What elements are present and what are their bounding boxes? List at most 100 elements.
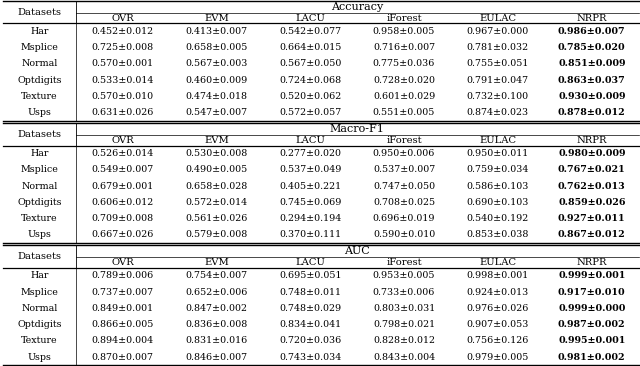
Text: 0.551±0.005: 0.551±0.005 bbox=[373, 108, 435, 117]
Text: EULAC: EULAC bbox=[479, 14, 516, 23]
Text: 0.586±0.103: 0.586±0.103 bbox=[467, 182, 529, 191]
Text: 0.667±0.026: 0.667±0.026 bbox=[92, 231, 154, 239]
Text: 0.658±0.005: 0.658±0.005 bbox=[185, 43, 248, 52]
Text: Normal: Normal bbox=[21, 182, 58, 191]
Text: 0.894±0.004: 0.894±0.004 bbox=[92, 336, 154, 346]
Text: 0.547±0.007: 0.547±0.007 bbox=[185, 108, 248, 117]
Text: 0.570±0.010: 0.570±0.010 bbox=[92, 92, 154, 101]
Text: 0.849±0.001: 0.849±0.001 bbox=[92, 304, 154, 313]
Text: EVM: EVM bbox=[204, 136, 228, 145]
Text: 0.967±0.000: 0.967±0.000 bbox=[467, 27, 529, 36]
Text: 0.561±0.026: 0.561±0.026 bbox=[185, 214, 248, 223]
Text: OVR: OVR bbox=[111, 258, 134, 267]
Text: OVR: OVR bbox=[111, 136, 134, 145]
Text: 0.294±0.194: 0.294±0.194 bbox=[279, 214, 341, 223]
Text: 0.846±0.007: 0.846±0.007 bbox=[185, 352, 248, 362]
Text: 0.853±0.038: 0.853±0.038 bbox=[467, 231, 529, 239]
Text: 0.664±0.015: 0.664±0.015 bbox=[279, 43, 341, 52]
Text: Normal: Normal bbox=[21, 304, 58, 313]
Text: 0.878±0.012: 0.878±0.012 bbox=[558, 108, 626, 117]
Text: 0.490±0.005: 0.490±0.005 bbox=[185, 165, 248, 175]
Text: Usps: Usps bbox=[28, 231, 51, 239]
Text: Texture: Texture bbox=[21, 336, 58, 346]
Text: 0.537±0.049: 0.537±0.049 bbox=[279, 165, 341, 175]
Text: 0.720±0.036: 0.720±0.036 bbox=[279, 336, 341, 346]
Text: 0.542±0.077: 0.542±0.077 bbox=[279, 27, 341, 36]
Text: Datasets: Datasets bbox=[17, 130, 61, 139]
Text: 0.690±0.103: 0.690±0.103 bbox=[467, 198, 529, 207]
Text: NRPR: NRPR bbox=[577, 14, 607, 23]
Text: 0.754±0.007: 0.754±0.007 bbox=[185, 271, 248, 280]
Text: 0.549±0.007: 0.549±0.007 bbox=[92, 165, 154, 175]
Text: Msplice: Msplice bbox=[20, 43, 58, 52]
Text: 0.460±0.009: 0.460±0.009 bbox=[185, 76, 248, 85]
Text: Macro-F1: Macro-F1 bbox=[330, 124, 385, 134]
Text: 0.979±0.005: 0.979±0.005 bbox=[467, 352, 529, 362]
Text: 0.803±0.031: 0.803±0.031 bbox=[373, 304, 435, 313]
Text: 0.748±0.029: 0.748±0.029 bbox=[279, 304, 341, 313]
Text: EULAC: EULAC bbox=[479, 258, 516, 267]
Text: Datasets: Datasets bbox=[17, 252, 61, 261]
Text: 0.537±0.007: 0.537±0.007 bbox=[373, 165, 435, 175]
Text: Msplice: Msplice bbox=[20, 288, 58, 296]
Text: iForest: iForest bbox=[387, 136, 422, 145]
Text: 0.413±0.007: 0.413±0.007 bbox=[185, 27, 248, 36]
Text: Normal: Normal bbox=[21, 59, 58, 68]
Text: 0.851±0.009: 0.851±0.009 bbox=[558, 59, 625, 68]
Text: LACU: LACU bbox=[295, 14, 325, 23]
Text: 0.867±0.012: 0.867±0.012 bbox=[558, 231, 626, 239]
Text: 0.843±0.004: 0.843±0.004 bbox=[373, 352, 435, 362]
Text: 0.405±0.221: 0.405±0.221 bbox=[279, 182, 341, 191]
Text: Har: Har bbox=[30, 271, 49, 280]
Text: 0.924±0.013: 0.924±0.013 bbox=[467, 288, 529, 296]
Text: 0.756±0.126: 0.756±0.126 bbox=[467, 336, 529, 346]
Text: NRPR: NRPR bbox=[577, 136, 607, 145]
Text: EULAC: EULAC bbox=[479, 136, 516, 145]
Text: 0.658±0.028: 0.658±0.028 bbox=[185, 182, 248, 191]
Text: 0.759±0.034: 0.759±0.034 bbox=[467, 165, 529, 175]
Text: 0.370±0.111: 0.370±0.111 bbox=[279, 231, 341, 239]
Text: 0.631±0.026: 0.631±0.026 bbox=[92, 108, 154, 117]
Text: 0.745±0.069: 0.745±0.069 bbox=[279, 198, 341, 207]
Text: 0.998±0.001: 0.998±0.001 bbox=[467, 271, 529, 280]
Text: 0.748±0.011: 0.748±0.011 bbox=[279, 288, 341, 296]
Text: 0.732±0.100: 0.732±0.100 bbox=[467, 92, 529, 101]
Text: 0.652±0.006: 0.652±0.006 bbox=[185, 288, 248, 296]
Text: 0.526±0.014: 0.526±0.014 bbox=[92, 149, 154, 158]
Text: 0.831±0.016: 0.831±0.016 bbox=[185, 336, 248, 346]
Text: Optdigits: Optdigits bbox=[17, 320, 61, 329]
Text: 0.540±0.192: 0.540±0.192 bbox=[467, 214, 529, 223]
Text: 0.767±0.021: 0.767±0.021 bbox=[558, 165, 626, 175]
Text: 0.980±0.009: 0.980±0.009 bbox=[558, 149, 625, 158]
Text: 0.570±0.001: 0.570±0.001 bbox=[92, 59, 154, 68]
Text: iForest: iForest bbox=[387, 14, 422, 23]
Text: 0.907±0.053: 0.907±0.053 bbox=[467, 320, 529, 329]
Text: 0.520±0.062: 0.520±0.062 bbox=[279, 92, 341, 101]
Text: 0.590±0.010: 0.590±0.010 bbox=[373, 231, 435, 239]
Text: 0.930±0.009: 0.930±0.009 bbox=[558, 92, 625, 101]
Text: 0.789±0.006: 0.789±0.006 bbox=[92, 271, 154, 280]
Text: EVM: EVM bbox=[204, 14, 228, 23]
Text: 0.836±0.008: 0.836±0.008 bbox=[185, 320, 248, 329]
Text: 0.277±0.020: 0.277±0.020 bbox=[279, 149, 341, 158]
Text: 0.572±0.014: 0.572±0.014 bbox=[185, 198, 248, 207]
Text: 0.743±0.034: 0.743±0.034 bbox=[279, 352, 341, 362]
Text: Har: Har bbox=[30, 149, 49, 158]
Text: OVR: OVR bbox=[111, 14, 134, 23]
Text: 0.572±0.057: 0.572±0.057 bbox=[279, 108, 341, 117]
Text: iForest: iForest bbox=[387, 258, 422, 267]
Text: 0.927±0.011: 0.927±0.011 bbox=[558, 214, 625, 223]
Text: Datasets: Datasets bbox=[17, 8, 61, 16]
Text: 0.863±0.037: 0.863±0.037 bbox=[558, 76, 626, 85]
Text: 0.452±0.012: 0.452±0.012 bbox=[92, 27, 154, 36]
Text: 0.567±0.003: 0.567±0.003 bbox=[185, 59, 248, 68]
Text: 0.781±0.032: 0.781±0.032 bbox=[467, 43, 529, 52]
Text: 0.828±0.012: 0.828±0.012 bbox=[373, 336, 435, 346]
Text: 0.917±0.010: 0.917±0.010 bbox=[558, 288, 625, 296]
Text: 0.755±0.051: 0.755±0.051 bbox=[467, 59, 529, 68]
Text: Texture: Texture bbox=[21, 92, 58, 101]
Text: 0.716±0.007: 0.716±0.007 bbox=[373, 43, 435, 52]
Text: 0.834±0.041: 0.834±0.041 bbox=[279, 320, 341, 329]
Text: 0.695±0.051: 0.695±0.051 bbox=[279, 271, 341, 280]
Text: Texture: Texture bbox=[21, 214, 58, 223]
